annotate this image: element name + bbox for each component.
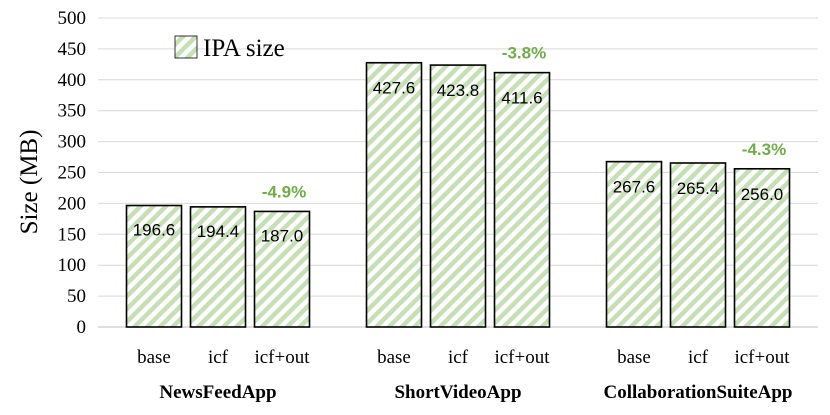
bar xyxy=(493,71,551,328)
x-tick-label: icf xyxy=(208,347,229,368)
bar xyxy=(605,160,663,328)
y-tick-label: 350 xyxy=(58,101,87,122)
y-tick-label: 200 xyxy=(58,193,87,214)
bars xyxy=(125,61,791,328)
legend-swatch xyxy=(174,35,198,59)
x-tick-label: icf+out xyxy=(254,347,310,368)
x-tick-label: icf+out xyxy=(734,347,790,368)
bar xyxy=(429,64,487,328)
group-label: NewsFeedApp xyxy=(159,382,276,403)
y-tick-label: 400 xyxy=(58,70,87,91)
bar xyxy=(125,204,183,328)
bar-value-label: 256.0 xyxy=(741,185,784,204)
reduction-annotation: -4.9% xyxy=(262,182,306,201)
y-tick-label: 50 xyxy=(67,286,86,307)
x-tick-label: icf xyxy=(688,347,709,368)
bar xyxy=(365,61,423,328)
bar-value-label: 196.6 xyxy=(133,221,176,240)
x-tick-label: icf xyxy=(448,347,469,368)
bar xyxy=(669,162,727,328)
x-tick-label: icf+out xyxy=(494,347,550,368)
legend-label: IPA size xyxy=(203,35,285,62)
x-tick-label: base xyxy=(137,347,171,368)
bar xyxy=(253,210,311,328)
bar-value-label: 265.4 xyxy=(677,179,720,198)
y-tick-label: 0 xyxy=(77,317,87,338)
bar-value-label: 267.6 xyxy=(613,178,656,197)
bar xyxy=(733,167,791,328)
reduction-annotation: -3.8% xyxy=(502,44,546,63)
bar-value-label: 194.4 xyxy=(197,222,240,241)
y-axis-label: Size (MB) xyxy=(16,130,43,235)
y-tick-label: 100 xyxy=(58,255,87,276)
legend: IPA size xyxy=(174,35,285,62)
bar xyxy=(189,206,247,328)
bar-value-label: 411.6 xyxy=(501,89,542,108)
group-label: CollaborationSuiteApp xyxy=(604,382,793,403)
bar-value-label: 423.8 xyxy=(437,81,480,100)
y-tick-label: 150 xyxy=(58,224,87,245)
bar-value-label: 187.0 xyxy=(261,226,304,245)
x-tick-label: base xyxy=(617,347,651,368)
reduction-annotation: -4.3% xyxy=(742,140,786,159)
y-tick-label: 450 xyxy=(58,39,87,60)
y-tick-label: 300 xyxy=(58,132,87,153)
bar-value-label: 427.6 xyxy=(373,79,416,98)
x-tick-label: base xyxy=(377,347,411,368)
y-tick-label: 250 xyxy=(58,163,87,184)
y-tick-label: 500 xyxy=(58,8,87,29)
labels: 0 50 100 150 200 250 300 350 400 450 500 196.6 base 1… xyxy=(58,8,793,403)
group-label: ShortVideoApp xyxy=(394,382,521,403)
